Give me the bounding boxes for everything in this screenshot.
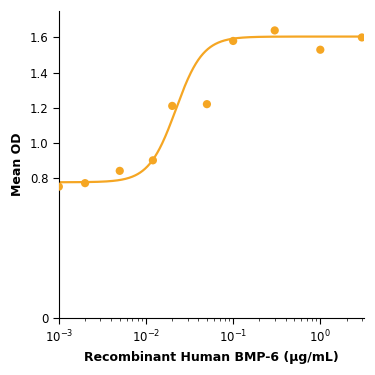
Point [82,180,88,186]
Point [169,103,175,109]
Point [56,184,62,190]
X-axis label: Recombinant Human BMP-6 (μg/mL): Recombinant Human BMP-6 (μg/mL) [84,351,339,364]
Y-axis label: Mean OD: Mean OD [11,133,24,196]
Point [317,47,323,53]
Point [272,27,278,33]
Point [150,158,156,164]
Point [204,101,210,107]
Point [117,168,123,174]
Point [359,34,365,40]
Point [230,38,236,44]
